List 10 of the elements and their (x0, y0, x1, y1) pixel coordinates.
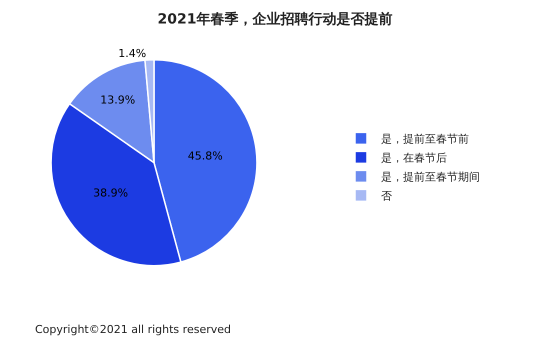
data-label: 45.8% (188, 149, 223, 162)
data-label: 13.9% (100, 94, 136, 107)
text: Copyright©2021 all rights reserved (35, 323, 231, 336)
legend-label: 是，在春节后 (381, 152, 447, 165)
legend-label: 否 (381, 190, 392, 203)
chart-title: 2021年春季，企业招聘行动是否提前 (158, 10, 392, 28)
data-label: 1.4% (118, 46, 146, 60)
legend-label: 是，提前至春节期间 (381, 170, 480, 184)
data-label: 38.9% (93, 186, 128, 200)
legend-label: 是，提前至春节前 (381, 132, 469, 146)
